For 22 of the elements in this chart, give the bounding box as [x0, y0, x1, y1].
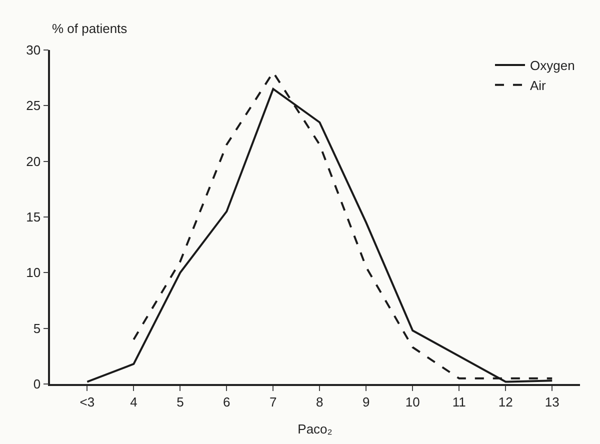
legend-label: Air	[530, 78, 547, 93]
y-tick-label: 25	[26, 98, 41, 114]
x-tick-label: 8	[316, 394, 324, 410]
x-tick-label: 7	[270, 394, 277, 410]
x-tick-label: 13	[544, 394, 560, 410]
x-tick-label: 5	[176, 394, 184, 410]
x-tick-label: 12	[498, 394, 513, 410]
x-tick-label: 4	[130, 394, 138, 410]
x-tick-label: 6	[223, 394, 230, 410]
y-tick-label: 15	[26, 210, 41, 225]
x-tick-label: 9	[362, 394, 370, 410]
y-tick-label: 20	[26, 154, 41, 169]
x-tick-label: 10	[405, 394, 420, 410]
legend-label: Oxygen	[530, 58, 575, 74]
x-axis-title: Paco₂	[298, 422, 332, 436]
x-tick-label: <3	[80, 394, 95, 410]
y-axis-title: % of patients	[52, 21, 128, 36]
x-tick-label: 11	[452, 394, 466, 410]
y-tick-label: 5	[33, 320, 41, 336]
y-tick-label: 0	[33, 376, 41, 392]
y-tick-label: 10	[26, 265, 41, 280]
y-tick-label: 30	[26, 42, 41, 58]
